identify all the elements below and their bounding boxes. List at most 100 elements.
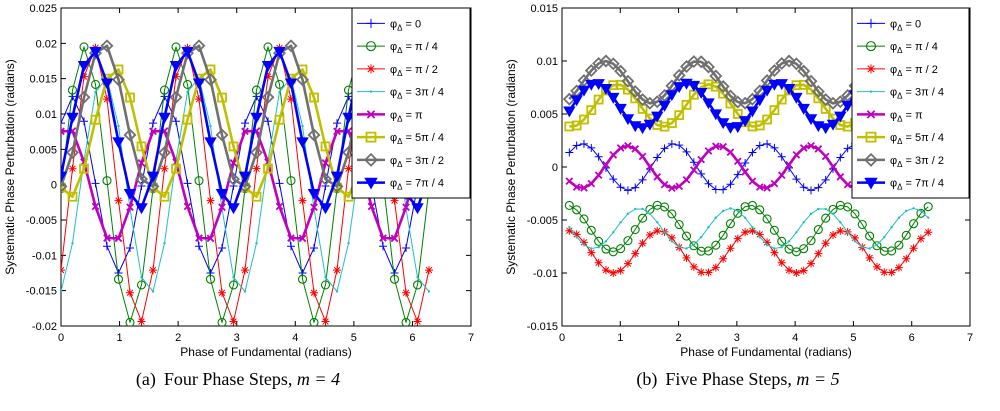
data-point [137, 159, 146, 167]
data-point [716, 80, 730, 93]
data-point [699, 235, 703, 239]
data-point [833, 95, 847, 109]
data-point [136, 280, 147, 290]
data-point [135, 203, 148, 215]
data-point [228, 280, 239, 290]
data-point [719, 185, 728, 194]
data-point [747, 200, 757, 210]
data-point [692, 243, 696, 246]
data-point [123, 189, 137, 200]
data-point [309, 317, 319, 326]
data-point [402, 288, 411, 297]
data-point [641, 207, 644, 211]
data-point [158, 112, 171, 124]
data-point [653, 173, 662, 181]
data-point [616, 144, 625, 152]
x-tick-label: 2 [175, 332, 181, 344]
legend-swatch-marker [866, 110, 876, 119]
data-point [71, 242, 74, 245]
data-point [412, 280, 423, 290]
data-point [826, 119, 840, 131]
data-point [879, 246, 889, 256]
data-point [67, 85, 78, 95]
data-point [103, 234, 111, 242]
data-point [660, 144, 669, 153]
data-point [751, 225, 754, 229]
data-point [563, 106, 576, 118]
data-point [824, 207, 827, 211]
legend-label-rest: = 5π / 4 [902, 132, 944, 144]
data-point [677, 245, 681, 249]
data-point [682, 253, 691, 262]
data-point [250, 112, 263, 124]
data-point [868, 247, 871, 250]
data-point [902, 254, 911, 263]
data-point [181, 46, 194, 58]
data-point [653, 226, 662, 235]
data-point [330, 171, 344, 183]
legend-swatch-marker [364, 177, 378, 190]
data-point [770, 248, 779, 257]
data-point [754, 120, 765, 131]
data-point [228, 141, 239, 152]
data-point [787, 240, 791, 243]
data-point [797, 103, 810, 115]
data-point [733, 234, 742, 243]
data-point [658, 100, 671, 112]
legend-label-base: φ [890, 18, 897, 30]
legend-label-base: φ [890, 132, 897, 144]
data-point [206, 234, 215, 243]
legend-box [351, 7, 471, 199]
data-point [319, 203, 332, 215]
data-point [865, 231, 875, 241]
data-point [606, 57, 620, 71]
data-point [782, 54, 796, 68]
data-point [333, 119, 342, 128]
data-point [241, 127, 249, 136]
data-point [616, 183, 625, 192]
data-point [593, 94, 604, 105]
data-point [209, 124, 212, 128]
data-point [601, 266, 610, 275]
data-point [159, 85, 170, 95]
x-tick-label: 1 [117, 332, 123, 344]
data-point [905, 209, 908, 213]
data-point [687, 80, 701, 92]
legend-label: φΔ = 3π / 4 [890, 87, 944, 101]
data-point [172, 117, 181, 126]
data-point [195, 95, 204, 104]
x-axis-label: Phase of Fundamental (radians) [680, 345, 851, 359]
legend-label: φΔ = 0 [890, 18, 921, 32]
data-point [238, 171, 252, 183]
x-tick-label: 2 [676, 332, 682, 344]
data-point [347, 241, 350, 245]
data-point [726, 148, 735, 157]
data-point [631, 183, 640, 192]
x-tick-label: 6 [409, 332, 415, 344]
data-point [565, 226, 574, 235]
data-point [814, 183, 823, 192]
data-point [770, 179, 779, 188]
legend-label: φΔ = π [890, 109, 923, 123]
data-point [670, 240, 674, 243]
data-point [123, 128, 137, 142]
data-point [704, 179, 713, 188]
data-point [880, 268, 889, 277]
data-point [79, 42, 89, 52]
figure-caption: (b) Five Phase Steps, m = 5 [636, 369, 839, 390]
data-point [919, 209, 923, 213]
data-point [829, 162, 837, 171]
data-point [755, 183, 764, 191]
legend-label-sub: Δ [397, 114, 403, 123]
data-point [287, 242, 296, 251]
data-point [390, 234, 399, 243]
data-point [681, 231, 692, 241]
data-point [770, 143, 779, 152]
data-point [232, 276, 235, 279]
data-point [310, 244, 319, 253]
series-4 [568, 207, 930, 250]
data-point [819, 93, 833, 107]
data-point [726, 180, 735, 189]
data-point [379, 234, 387, 242]
y-tick-label: -0.01 [32, 250, 57, 262]
